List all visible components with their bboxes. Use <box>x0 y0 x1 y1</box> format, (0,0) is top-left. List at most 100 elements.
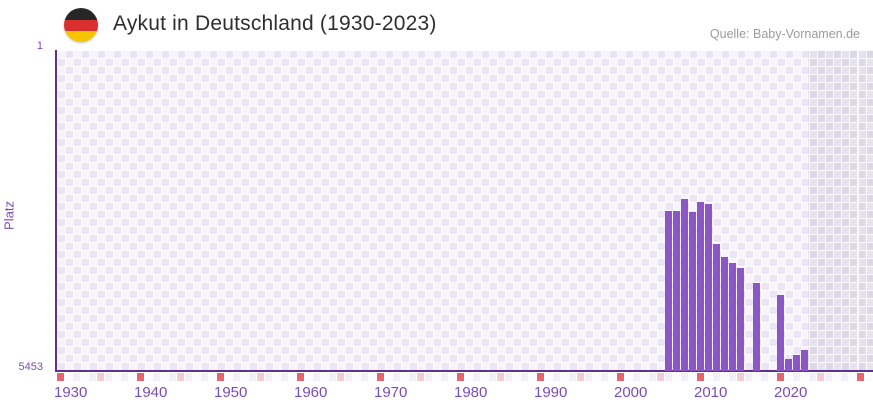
axis-tick-square-2008 <box>681 373 688 381</box>
axis-tick-square-1956 <box>265 373 272 381</box>
axis-tick-square-1991 <box>545 373 552 381</box>
axis-tick-square-1951 <box>225 373 232 381</box>
x-tick-label-1980: 1980 <box>454 384 488 401</box>
axis-tick-square-1989 <box>529 373 536 381</box>
decade-tick-marker-2020 <box>777 373 784 381</box>
axis-tick-square-1979 <box>449 373 456 381</box>
bar-2023[interactable] <box>801 349 808 371</box>
bar-2015[interactable] <box>737 268 744 371</box>
axis-tick-square-1941 <box>145 373 152 381</box>
axis-tick-square-1994 <box>569 373 576 381</box>
half-decade-tick-marker-2025 <box>817 373 824 381</box>
axis-tick-square-2017 <box>753 373 760 381</box>
x-axis-line <box>55 370 873 372</box>
axis-tick-square-1988 <box>521 373 528 381</box>
axis-tick-square-1958 <box>281 373 288 381</box>
bar-2007[interactable] <box>673 210 680 371</box>
axis-tick-square-2003 <box>641 373 648 381</box>
axis-tick-square-2014 <box>729 373 736 381</box>
bar-2008[interactable] <box>681 198 688 371</box>
axis-tick-square-1939 <box>129 373 136 381</box>
axis-tick-square-1978 <box>441 373 448 381</box>
bar-2010[interactable] <box>697 201 704 371</box>
x-tick-label-2000: 2000 <box>614 384 648 401</box>
axis-tick-square-1976 <box>425 373 432 381</box>
axis-tick-square-1948 <box>201 373 208 381</box>
bar-2021[interactable] <box>785 358 792 371</box>
axis-tick-square-1931 <box>65 373 72 381</box>
bar-2020[interactable] <box>777 294 784 371</box>
axis-tick-square-1938 <box>121 373 128 381</box>
decade-tick-marker-1970 <box>377 373 384 381</box>
axis-tick-square-1969 <box>369 373 376 381</box>
axis-tick-square-2029 <box>849 373 856 381</box>
axis-tick-square-1981 <box>465 373 472 381</box>
bar-2017[interactable] <box>753 283 760 371</box>
axis-tick-square-1971 <box>385 373 392 381</box>
axis-tick-square-1966 <box>345 373 352 381</box>
x-tick-label-1960: 1960 <box>294 384 328 401</box>
axis-tick-square-1973 <box>401 373 408 381</box>
x-tick-label-2020: 2020 <box>774 384 808 401</box>
axis-tick-square-2028 <box>841 373 848 381</box>
axis-tick-square-1953 <box>241 373 248 381</box>
plot-area-checkerboard <box>57 50 873 371</box>
x-tick-label-1970: 1970 <box>374 384 408 401</box>
half-decade-tick-marker-1985 <box>497 373 504 381</box>
axis-tick-square-1998 <box>601 373 608 381</box>
decade-tick-marker-1950 <box>217 373 224 381</box>
axis-tick-square-2024 <box>809 373 816 381</box>
axis-tick-square-1977 <box>433 373 440 381</box>
axis-tick-square-2007 <box>673 373 680 381</box>
bar-2006[interactable] <box>665 210 672 371</box>
half-decade-tick-marker-1995 <box>577 373 584 381</box>
axis-tick-square-1967 <box>353 373 360 381</box>
axis-tick-square-2019 <box>769 373 776 381</box>
half-decade-tick-marker-2005 <box>657 373 664 381</box>
axis-tick-square-2023 <box>801 373 808 381</box>
half-decade-tick-marker-1975 <box>417 373 424 381</box>
y-tick-label-worst: 5453 <box>18 361 43 373</box>
decade-tick-marker-1980 <box>457 373 464 381</box>
axis-tick-square-1936 <box>105 373 112 381</box>
half-decade-tick-marker-1955 <box>257 373 264 381</box>
axis-tick-square-1993 <box>561 373 568 381</box>
axis-tick-square-1952 <box>233 373 240 381</box>
axis-tick-square-1964 <box>329 373 336 381</box>
axis-tick-square-1962 <box>313 373 320 381</box>
axis-tick-square-2002 <box>633 373 640 381</box>
axis-tick-square-2018 <box>761 373 768 381</box>
half-decade-tick-marker-1965 <box>337 373 344 381</box>
y-tick-label-best: 1 <box>36 40 43 52</box>
x-tick-label-1990: 1990 <box>534 384 568 401</box>
axis-tick-square-1942 <box>153 373 160 381</box>
x-tick-label-1940: 1940 <box>134 384 168 401</box>
axis-tick-square-1999 <box>609 373 616 381</box>
axis-tick-square-1943 <box>161 373 168 381</box>
axis-tick-square-1937 <box>113 373 120 381</box>
decade-tick-marker-1960 <box>297 373 304 381</box>
axis-tick-square-2016 <box>745 373 752 381</box>
axis-tick-square-1947 <box>193 373 200 381</box>
bar-2013[interactable] <box>721 256 728 371</box>
axis-tick-square-1959 <box>289 373 296 381</box>
x-tick-label-1930: 1930 <box>54 384 88 401</box>
decade-tick-marker-2030 <box>857 373 864 381</box>
axis-tick-square-1996 <box>585 373 592 381</box>
bar-2011[interactable] <box>705 203 712 371</box>
y-axis-title: Platz <box>1 201 17 230</box>
decade-tick-marker-2000 <box>617 373 624 381</box>
y-axis-line <box>55 50 57 372</box>
no-data-region <box>808 50 873 371</box>
bar-2014[interactable] <box>729 262 736 371</box>
axis-tick-square-1997 <box>593 373 600 381</box>
axis-tick-square-1932 <box>73 373 80 381</box>
axis-tick-square-1986 <box>505 373 512 381</box>
axis-tick-square-2001 <box>625 373 632 381</box>
bar-2022[interactable] <box>793 354 800 371</box>
bar-2009[interactable] <box>689 211 696 371</box>
axis-tick-square-1963 <box>321 373 328 381</box>
bar-2012[interactable] <box>713 244 720 371</box>
decade-tick-marker-1930 <box>57 373 64 381</box>
